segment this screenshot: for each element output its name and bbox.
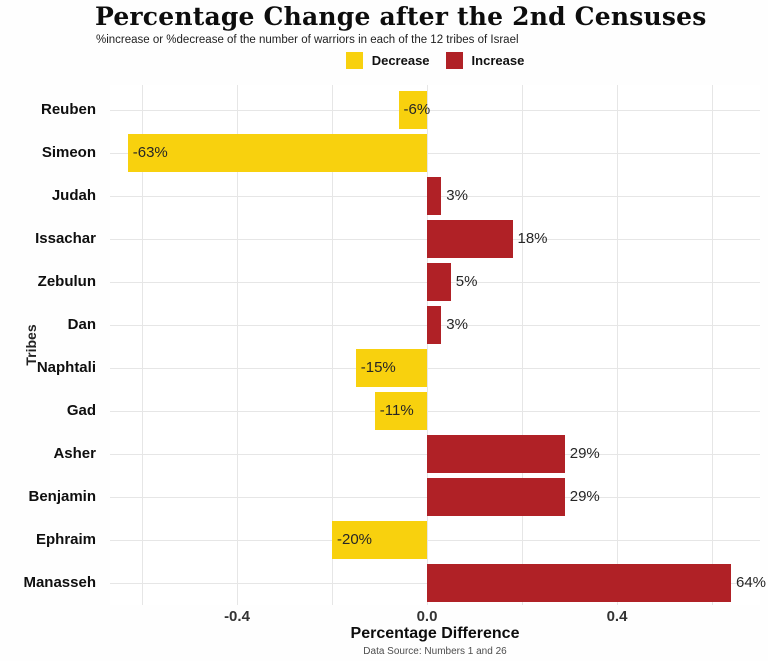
y-tick-label-zebulun: Zebulun [37, 273, 96, 290]
legend-item-increase: Increase [445, 51, 525, 69]
bar-naphtali [355, 349, 427, 387]
legend: Decrease Increase [110, 50, 760, 70]
bar-value-label: 3% [446, 187, 468, 204]
legend-item-decrease: Decrease [345, 51, 430, 69]
vertical-gridline [712, 85, 713, 605]
legend-label-decrease: Decrease [371, 52, 430, 68]
y-tick-label-dan: Dan [67, 316, 96, 333]
y-tick-label-issachar: Issachar [35, 230, 96, 247]
vertical-gridline [522, 85, 523, 605]
chart-title: Percentage Change after the 2nd Censuses [95, 2, 707, 31]
horizontal-gridline [110, 540, 760, 541]
legend-label-increase: Increase [471, 52, 525, 68]
x-tick-label: 0.4 [606, 608, 628, 625]
bar-value-label: 29% [569, 445, 600, 462]
y-tick-label-manasseh: Manasseh [23, 574, 96, 591]
x-tick-label: -0.4 [224, 608, 250, 625]
horizontal-gridline [110, 153, 760, 154]
bar-value-label: -15% [360, 359, 396, 376]
y-tick-label-asher: Asher [53, 445, 96, 462]
x-tick-label: 0.0 [416, 608, 438, 625]
bar-value-label: 29% [569, 488, 600, 505]
bar-asher [427, 435, 565, 473]
bar-issachar [427, 220, 513, 258]
bar-value-label: -20% [337, 531, 373, 548]
bar-judah [427, 177, 442, 215]
chart-subtitle: %increase or %decrease of the number of … [96, 34, 519, 46]
vertical-gridline [617, 85, 618, 605]
horizontal-gridline [110, 411, 760, 412]
bar-simeon [127, 134, 427, 172]
y-tick-label-ephraim: Ephraim [35, 531, 96, 548]
bar-value-label: 18% [517, 230, 548, 247]
y-axis-tick-labels: Reuben Simeon Judah Issachar Zebulun Dan Napht… [0, 85, 110, 605]
vertical-gridline [237, 85, 238, 605]
bar-value-label: 3% [446, 316, 468, 333]
y-tick-label-simeon: Simeon [41, 144, 96, 161]
plot-area: -6% -63% 3% 18% 5% 3% -15% -11% 29% 29% -20% 64% [110, 85, 766, 605]
vertical-gridline [142, 85, 143, 605]
vertical-gridline [427, 85, 428, 605]
bar-benjamin [427, 478, 565, 516]
horizontal-gridline [110, 110, 760, 111]
legend-swatch-decrease [345, 51, 363, 69]
bar-value-label: 5% [455, 273, 478, 290]
x-axis-title: Percentage Difference [350, 625, 520, 642]
bar-dan [427, 306, 442, 344]
bar-value-label: -63% [132, 144, 168, 161]
bar-value-label: 64% [736, 574, 767, 591]
legend-swatch-increase [445, 51, 463, 69]
bar-value-label: -6% [403, 101, 431, 118]
bar-manasseh [427, 564, 731, 602]
y-tick-label-benjamin: Benjamin [28, 488, 96, 505]
bar-ephraim [332, 521, 427, 559]
bar-zebulun [427, 263, 451, 301]
data-source-caption: Data Source: Numbers 1 and 26 [363, 646, 507, 657]
horizontal-gridline [110, 368, 760, 369]
y-tick-label-judah: Judah [51, 187, 96, 204]
y-tick-label-gad: Gad [66, 402, 96, 419]
bar-value-label: -11% [379, 402, 414, 419]
y-tick-label-reuben: Reuben [40, 101, 96, 118]
bar-reuben [398, 91, 427, 129]
y-tick-label-naphtali: Naphtali [36, 359, 96, 376]
bar-gad [374, 392, 427, 430]
vertical-gridline [332, 85, 333, 605]
